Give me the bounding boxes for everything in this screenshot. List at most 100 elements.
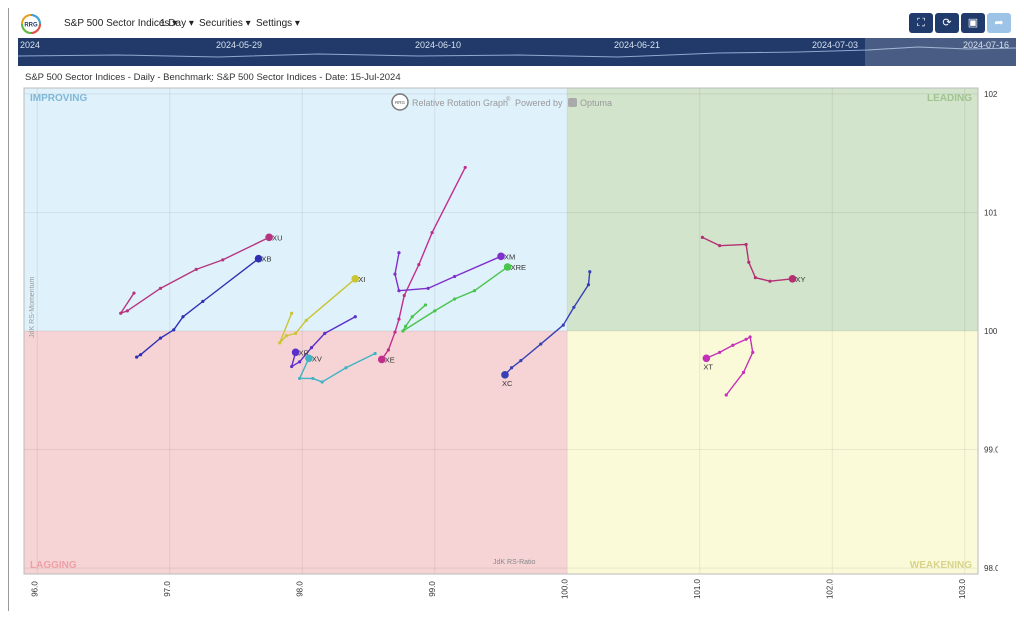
quadrant-label-lagging: LAGGING <box>30 560 77 571</box>
tail-point <box>731 343 735 347</box>
settings-menu[interactable]: Settings ▾ <box>256 18 300 29</box>
svg-text:RRG: RRG <box>24 23 38 29</box>
watermark-registered: ® <box>506 96 511 103</box>
tail-point <box>453 274 457 279</box>
universe-menu[interactable]: S&P 500 Sector Indices ▾ <box>64 18 178 29</box>
timeline-date: 2024-06-10 <box>415 40 462 50</box>
save-button[interactable]: ▣ <box>961 13 985 33</box>
head-xy <box>788 275 797 283</box>
tail-point <box>125 309 129 313</box>
tail-point <box>510 366 514 370</box>
tail-point <box>539 342 543 346</box>
series-label: XR <box>299 348 310 357</box>
tail-point <box>135 355 139 359</box>
tail-point <box>119 311 123 315</box>
tail-point <box>402 293 406 298</box>
head-xb <box>254 254 263 263</box>
series-label: XB <box>262 255 272 264</box>
tail-point <box>304 318 308 322</box>
tail-point <box>353 315 357 319</box>
fullscreen-button[interactable]: ⛶ <box>909 13 933 33</box>
tail-point <box>194 267 198 271</box>
tail-point <box>472 289 477 293</box>
rrg-chart: 96.0 97.0 98.0 99.0 100.0 101.0 102.0 103.0 98.0… <box>23 87 998 599</box>
x-tick-label: 100.0 <box>560 578 569 599</box>
tail-point <box>410 315 414 319</box>
y-tick-label: 100.0 <box>984 327 998 336</box>
watermark-powered: Powered by <box>515 98 563 108</box>
tail-point <box>751 350 755 354</box>
timeline-date: 2024 <box>20 40 41 50</box>
tail-xv <box>298 352 376 383</box>
tail-point <box>397 289 401 293</box>
watermark-logo-text: RRG <box>395 100 405 105</box>
tail-point <box>718 244 722 248</box>
tail-point <box>181 315 185 319</box>
tail-point <box>139 353 143 357</box>
tail-point <box>132 291 136 295</box>
head-xc <box>501 371 509 379</box>
tail-point <box>753 276 758 280</box>
y-tick-label: 101.0 <box>984 208 998 217</box>
timeline-trace <box>18 46 1016 58</box>
timeline-date: 2024-07-03 <box>812 40 859 50</box>
export-button[interactable]: ➦ <box>987 13 1011 33</box>
tail-point <box>386 348 390 352</box>
tail-point <box>393 272 397 276</box>
tail-point <box>423 303 428 307</box>
tail-point <box>323 331 327 335</box>
series-label: XT <box>703 362 713 371</box>
tail-point <box>404 324 408 328</box>
tail-point <box>311 376 315 381</box>
tail-xc <box>504 271 591 376</box>
securities-menu[interactable]: Securities ▾ <box>199 18 251 29</box>
head-xi <box>351 275 360 283</box>
tail-point <box>401 329 405 333</box>
series-label: XY <box>796 275 806 284</box>
series-label: XC <box>502 379 513 388</box>
tail-point <box>724 393 728 397</box>
tail-point <box>290 364 294 369</box>
tail-point <box>344 366 348 370</box>
tail-point <box>744 242 748 247</box>
timeline-date: 2024-07-16 <box>963 40 1010 50</box>
x-axis-label: JdK RS-Ratio <box>493 559 536 566</box>
series-label: XV <box>312 354 322 363</box>
tail-point <box>747 260 751 264</box>
tail-point <box>700 235 705 239</box>
timeline-scrubber[interactable]: 2024 2024-05-29 2024-06-10 2024-06-21 20… <box>18 38 1016 66</box>
tail-point <box>741 370 746 375</box>
x-tick-label: 97.0 <box>163 581 172 597</box>
tail-xm <box>394 252 502 292</box>
tail-point <box>426 286 430 290</box>
timeline-date: 2024-06-21 <box>614 40 661 50</box>
watermark-title: Relative Rotation Graph <box>412 98 508 108</box>
quadrant-label-improving: IMPROVING <box>30 93 87 104</box>
rrg-logo-icon: RRG <box>21 14 41 34</box>
y-tick-label: 98.0 <box>984 564 998 573</box>
tail-point <box>158 286 163 290</box>
head-xe <box>377 355 386 364</box>
quadrant-weakening <box>567 331 978 574</box>
tail-point <box>768 279 772 283</box>
tail-point <box>284 334 288 338</box>
tail-point <box>561 323 565 327</box>
tail-point <box>397 317 401 321</box>
tail-point <box>298 376 302 381</box>
tail-point <box>320 380 324 384</box>
tail-xr <box>290 316 356 368</box>
tail-point <box>158 336 163 340</box>
x-tick-label: 98.0 <box>295 581 304 597</box>
optuma-logo-icon <box>568 98 577 107</box>
tail-xt <box>706 336 754 396</box>
tail-xi <box>279 278 356 344</box>
quadrant-leading <box>567 88 978 331</box>
timeline-selection-handle[interactable] <box>865 38 1016 66</box>
refresh-button[interactable]: ⟳ <box>935 13 959 33</box>
tail-xe <box>381 167 466 360</box>
tail-point <box>744 337 748 341</box>
period-menu[interactable]: 1 Day ▾ <box>160 18 194 29</box>
head-xu <box>265 233 273 242</box>
toolbar: RRG S&P 500 Sector Indices ▾ 1 Day ▾ Sec… <box>18 8 1016 38</box>
tail-point <box>718 350 722 354</box>
